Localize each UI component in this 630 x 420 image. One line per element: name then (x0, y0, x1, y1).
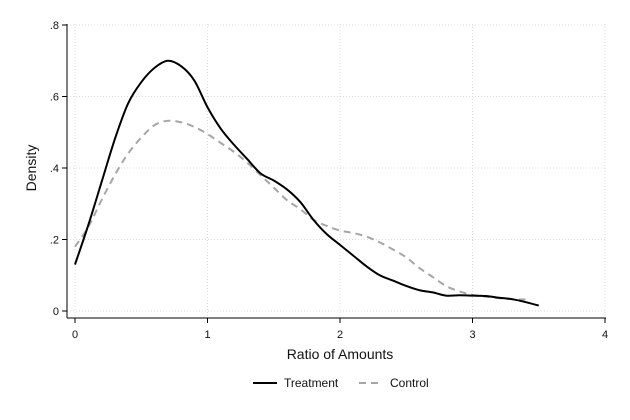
y-tick-label: .2 (50, 235, 59, 247)
x-tick-label: 2 (337, 329, 343, 341)
y-tick-label: .8 (50, 20, 59, 32)
x-tick-label: 4 (602, 329, 608, 341)
legend-label-treatment: Treatment (284, 376, 339, 390)
grid-lines (67, 24, 606, 318)
axes (66, 24, 606, 319)
y-tick-label: .6 (50, 92, 59, 104)
x-tick-label: 3 (469, 329, 475, 341)
x-axis-ticks: 0 1 2 3 4 (72, 318, 608, 341)
y-axis-title: Density (23, 145, 39, 192)
legend: Treatment Control (253, 376, 429, 390)
y-axis-ticks: 0 .2 .4 .6 .8 (50, 20, 67, 318)
y-tick-label: 0 (53, 306, 59, 318)
x-tick-label: 0 (72, 329, 78, 341)
x-axis-title: Ratio of Amounts (287, 346, 394, 362)
legend-label-control: Control (390, 376, 429, 390)
y-tick-label: .4 (50, 163, 59, 175)
series-line-treatment (74, 59, 540, 307)
series-line-control (74, 119, 526, 301)
x-tick-label: 1 (204, 329, 210, 341)
series-lines (74, 59, 540, 307)
